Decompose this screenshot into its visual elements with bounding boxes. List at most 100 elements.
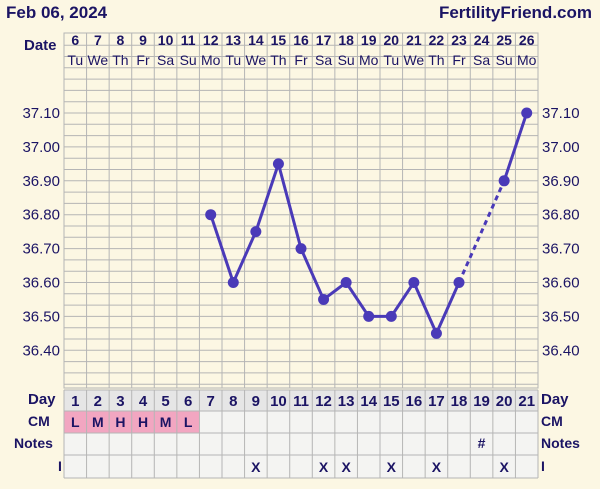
weekday-label: Tu (67, 52, 83, 68)
y-tick-label-right: 36.40 (542, 342, 580, 359)
weekday-label: Mo (201, 52, 221, 68)
date-label: 6 (71, 32, 79, 48)
weekday-label: Th (270, 52, 286, 68)
weekday-label: Tu (383, 52, 399, 68)
temperature-point (498, 175, 510, 187)
intercourse-marker: X (499, 459, 509, 475)
cm-row-label-right: CM (541, 413, 563, 429)
cm-value: H (138, 414, 148, 430)
weekday-label: Mo (359, 52, 379, 68)
date-label: 9 (139, 32, 147, 48)
day-number: 7 (207, 393, 215, 410)
temperature-point (340, 277, 352, 288)
y-tick-label-right: 36.90 (542, 173, 580, 190)
temperature-line-segment (344, 281, 370, 318)
cm-cell-highlight (86, 411, 110, 433)
date-label: 13 (225, 32, 241, 48)
i-row-label-right: I (541, 458, 545, 474)
date-label: 15 (271, 32, 287, 48)
weekday-label: Sa (473, 52, 490, 68)
date-label: 10 (158, 32, 174, 48)
date-label: 8 (117, 32, 125, 48)
date-label: 26 (519, 32, 535, 48)
weekday-label: Sa (315, 52, 332, 68)
y-tick-label-right: 36.80 (542, 207, 580, 224)
day-number: 16 (406, 393, 423, 410)
weekday-label: We (87, 52, 108, 68)
temperature-point (363, 310, 375, 322)
notes-row-label-left: Notes (14, 435, 53, 451)
temperature-point (430, 327, 442, 339)
temperature-point (227, 277, 239, 288)
y-tick-label-right: 37.10 (542, 105, 580, 122)
weekday-label: Sa (157, 52, 174, 68)
date-label: 25 (496, 32, 512, 48)
note-marker: # (478, 435, 486, 451)
day-number: 1 (71, 393, 79, 410)
day-row-band (64, 390, 538, 411)
day-number: 14 (360, 393, 377, 410)
weekday-label: Fr (294, 52, 308, 68)
intercourse-marker: X (341, 459, 351, 475)
i-row-label-left: I (58, 458, 62, 474)
y-tick-label-left: 36.40 (22, 342, 60, 359)
cm-cell-highlight (109, 411, 132, 433)
temperature-line-segment (502, 112, 529, 182)
temperature-point (318, 293, 330, 305)
temperature-point (453, 277, 465, 288)
weekday-label: Fr (452, 52, 466, 68)
date-label: 11 (181, 32, 196, 48)
date-label: 14 (248, 32, 264, 48)
y-tick-label-right: 36.60 (542, 275, 580, 292)
day-row-label-left: Day (28, 391, 56, 408)
day-number: 18 (451, 393, 468, 410)
date-label: 22 (429, 32, 445, 48)
y-tick-label-left: 36.70 (22, 241, 60, 258)
day-number: 4 (139, 393, 148, 410)
weekday-label: Mo (517, 52, 537, 68)
day-number: 15 (383, 393, 400, 410)
weekday-label: Tu (225, 52, 241, 68)
temperature-point (295, 243, 307, 255)
y-tick-label-left: 36.60 (22, 275, 60, 292)
day-number: 6 (184, 393, 192, 410)
cm-value: M (92, 414, 104, 430)
site-name: FertilityFriend.com (439, 3, 592, 22)
y-tick-label-left: 37.10 (22, 105, 60, 122)
day-number: 10 (270, 393, 287, 410)
cm-cell-highlight (64, 411, 87, 433)
weekday-label: Th (112, 52, 128, 68)
date-label: 21 (406, 32, 422, 48)
weekday-label: We (245, 52, 266, 68)
y-tick-label-left: 36.80 (22, 207, 60, 224)
weekday-label: Su (180, 52, 197, 68)
plot-border (63, 32, 539, 389)
temperature-point (205, 209, 217, 221)
chart-date: Feb 06, 2024 (6, 3, 108, 22)
temperature-line-segment (231, 231, 258, 284)
y-tick-label-right: 36.70 (542, 241, 580, 258)
day-number: 13 (338, 393, 355, 410)
day-number: 2 (94, 393, 102, 410)
intercourse-marker: X (387, 459, 397, 475)
date-label: 12 (203, 32, 219, 48)
temperature-point (385, 310, 397, 322)
temperature-point (521, 107, 533, 119)
date-label: 16 (293, 32, 309, 48)
temperature-point (250, 226, 262, 238)
cm-cell-highlight (154, 411, 177, 433)
day-number: 20 (496, 393, 513, 410)
temperature-line-segment (254, 163, 280, 233)
day-number: 3 (116, 393, 124, 410)
date-label: 24 (474, 32, 490, 48)
weekday-label: We (403, 52, 424, 68)
day-number: 5 (161, 393, 169, 410)
temperature-line-segment (299, 247, 325, 301)
weekday-label: Su (338, 52, 355, 68)
temperature-line-segment (412, 281, 438, 334)
temperature-line-segment (390, 281, 416, 318)
intercourse-marker: X (251, 459, 261, 475)
y-tick-label-left: 36.90 (22, 173, 60, 190)
